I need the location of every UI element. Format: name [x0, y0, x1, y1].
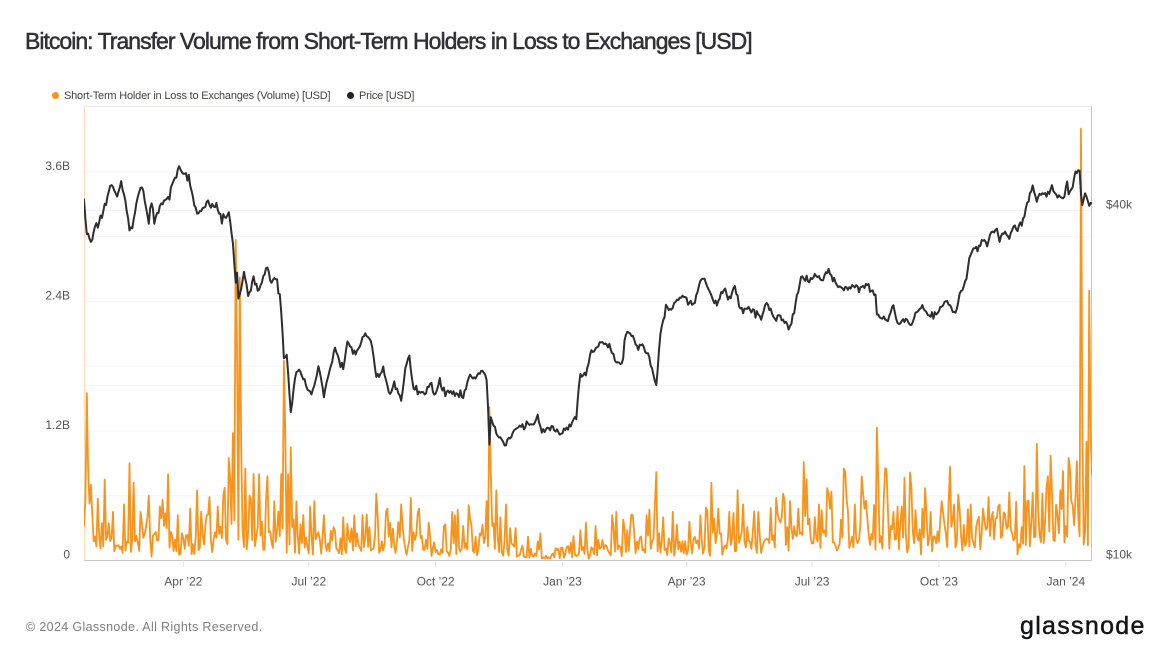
svg-text:Oct ’23: Oct ’23 [920, 575, 958, 589]
svg-text:$40k: $40k [1106, 198, 1133, 212]
svg-text:Jul ’23: Jul ’23 [795, 575, 830, 589]
svg-text:$10k: $10k [1106, 548, 1133, 562]
svg-text:Apr ’22: Apr ’22 [164, 575, 202, 589]
svg-text:Jan ’23: Jan ’23 [543, 575, 582, 589]
svg-text:2.4B: 2.4B [45, 289, 70, 303]
svg-text:Jan ’24: Jan ’24 [1046, 575, 1085, 589]
svg-text:Apr ’23: Apr ’23 [668, 575, 706, 589]
svg-text:0: 0 [63, 548, 70, 562]
svg-text:Jul ’22: Jul ’22 [291, 575, 326, 589]
svg-text:1.2B: 1.2B [45, 418, 70, 432]
svg-text:3.6B: 3.6B [45, 159, 70, 173]
svg-text:Oct ’22: Oct ’22 [417, 575, 455, 589]
